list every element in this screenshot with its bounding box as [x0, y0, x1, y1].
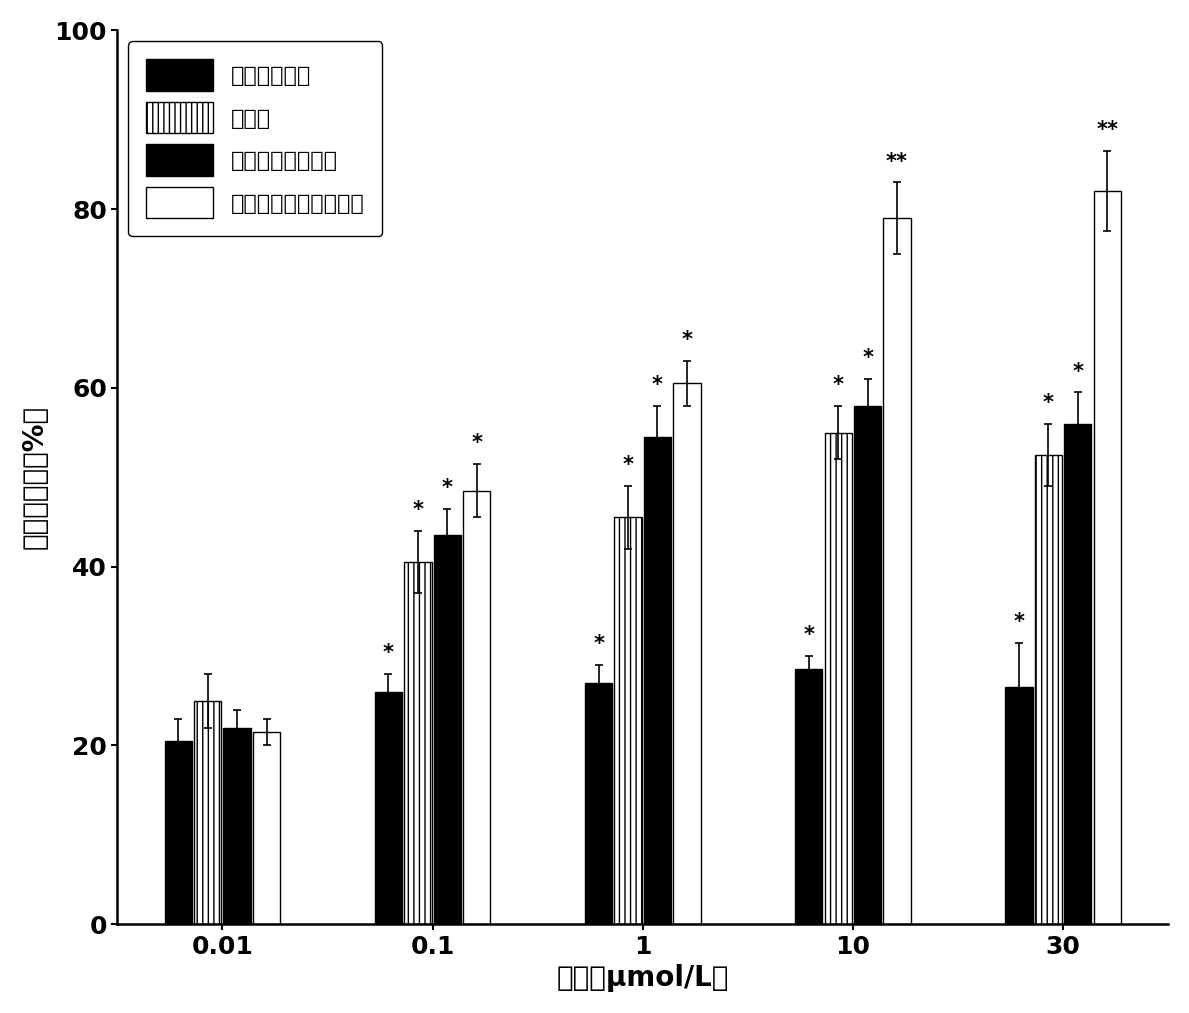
Bar	[375, 692, 402, 924]
Bar	[615, 518, 642, 924]
Text: *: *	[413, 500, 423, 520]
Bar	[434, 535, 461, 924]
Text: *: *	[442, 478, 453, 497]
Bar	[854, 406, 881, 924]
Text: *: *	[383, 643, 394, 664]
Text: *: *	[471, 434, 483, 453]
Bar	[643, 437, 671, 924]
Text: *: *	[593, 634, 604, 654]
Bar	[585, 683, 612, 924]
Bar	[194, 701, 221, 924]
Bar	[404, 562, 432, 924]
Bar	[673, 383, 700, 924]
Bar	[1005, 688, 1032, 924]
Bar	[463, 490, 490, 924]
Text: *: *	[623, 456, 634, 475]
Text: *: *	[681, 330, 692, 350]
Legend: 空白纳米微泡, 紫杉醇, 载紫杉醇纳米微泡, 载紫杉醇靶向纳米微泡: 空白纳米微泡, 紫杉醇, 载紫杉醇纳米微泡, 载紫杉醇靶向纳米微泡	[128, 42, 382, 236]
Bar	[1064, 423, 1092, 924]
Text: *: *	[862, 348, 873, 368]
Bar	[795, 670, 823, 924]
Bar	[253, 732, 281, 924]
Bar	[1034, 455, 1062, 924]
Text: *: *	[804, 625, 814, 645]
Bar	[164, 741, 191, 924]
Text: **: **	[1096, 121, 1118, 140]
Bar	[824, 433, 851, 924]
Text: *: *	[1043, 393, 1053, 413]
Text: *: *	[652, 375, 663, 395]
Text: **: **	[886, 152, 908, 171]
Bar	[1094, 191, 1121, 924]
Y-axis label: 细胞死亡率（%）: 细胞死亡率（%）	[21, 405, 49, 549]
Text: *: *	[1013, 612, 1025, 632]
X-axis label: 浓度（μmol/L）: 浓度（μmol/L）	[556, 964, 729, 992]
Text: *: *	[1072, 362, 1083, 382]
Text: *: *	[832, 375, 844, 395]
Bar	[224, 727, 251, 924]
Bar	[883, 218, 911, 924]
